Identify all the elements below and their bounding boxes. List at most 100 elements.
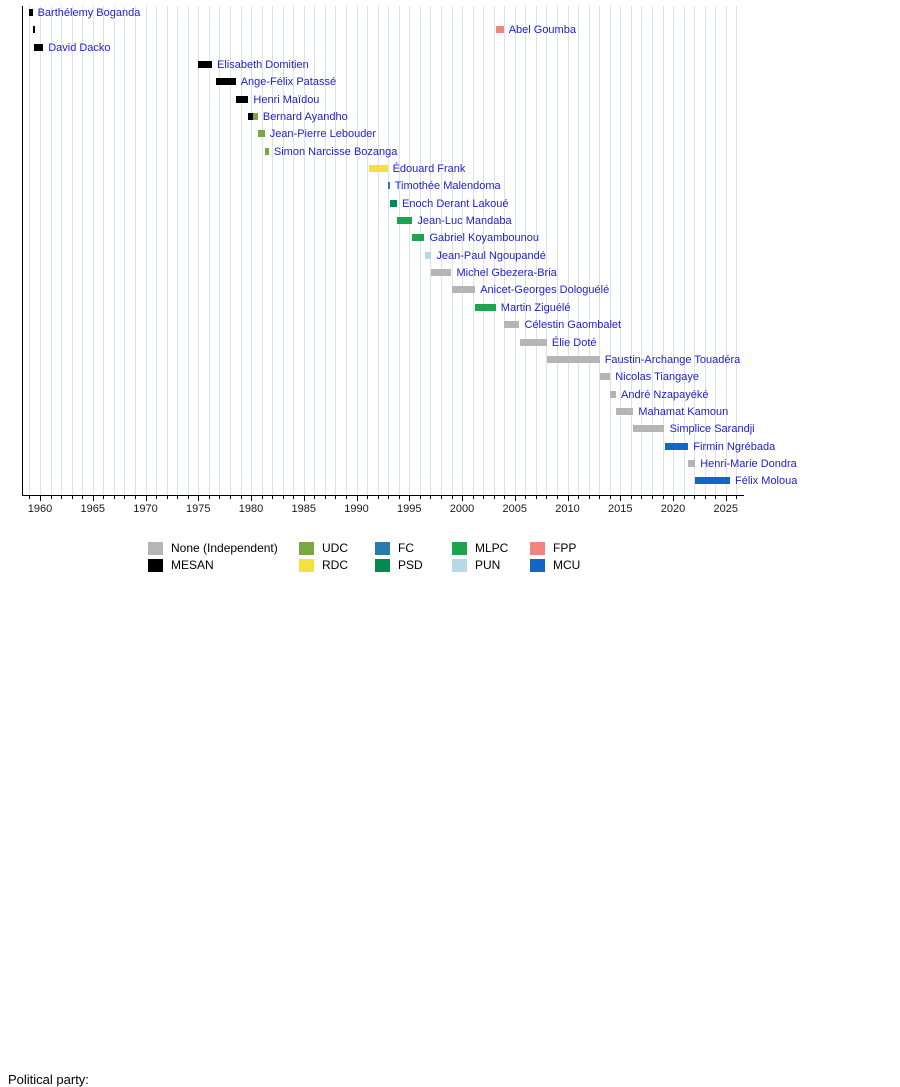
axis-minor-tick (124, 495, 126, 499)
gridline (346, 6, 347, 495)
axis-major-tick (567, 495, 569, 501)
axis-minor-tick (472, 495, 474, 499)
gridline (715, 6, 717, 495)
gridline (187, 6, 189, 495)
person-label[interactable]: Nicolas Tiangaye (615, 371, 699, 384)
gridline (736, 6, 738, 495)
timeline-chart: 1960 1965 1970 1975 1980 1985 1990 1995 2000 2005… (0, 0, 900, 530)
y-axis-line (22, 6, 23, 495)
axis-minor-tick (377, 495, 379, 499)
person-label[interactable]: Gabriel Koyambounou (429, 232, 539, 245)
gridline (578, 6, 580, 495)
axis-minor-tick (134, 495, 136, 499)
person-label[interactable]: Henri Maïdou (253, 93, 320, 106)
gridline (609, 6, 611, 495)
gridline (398, 6, 400, 495)
person-label[interactable]: Simon Narcisse Bozanga (273, 145, 398, 158)
gridline (134, 6, 136, 495)
person-label[interactable]: Célestin Gaombalet (524, 319, 622, 332)
axis-minor-tick (609, 495, 611, 499)
axis-major-tick (462, 495, 463, 501)
axis-tick-label: 2010 (555, 503, 580, 515)
gridline (103, 6, 105, 495)
axis-minor-tick (324, 495, 326, 499)
term-bar (503, 321, 520, 329)
axis-minor-tick (388, 495, 390, 499)
axis-minor-tick (29, 495, 31, 499)
gridline (409, 6, 411, 495)
person-label[interactable]: Henri-Marie Dondra (700, 457, 797, 470)
person-label[interactable]: Elisabeth Domitien (217, 59, 309, 71)
term-bar (28, 9, 33, 16)
axis-major-tick (409, 495, 411, 501)
person-label[interactable]: David Dacko (48, 41, 111, 54)
term-bar (695, 477, 730, 485)
person-label[interactable]: Faustin-Archange Touadéra (604, 353, 741, 366)
gridline (588, 6, 590, 495)
gridline (293, 6, 295, 495)
person-label[interactable]: Michel Gbezera-Bria (456, 267, 557, 280)
legend-label-rdc: RDC (322, 558, 348, 572)
term-bar (451, 286, 476, 294)
gridline (514, 6, 516, 495)
axis-tick-label: 1995 (397, 503, 422, 515)
person-label[interactable]: Simplice Sarandji (669, 423, 755, 436)
gridline (704, 6, 706, 495)
axis-minor-tick (50, 495, 52, 499)
axis-minor-tick (61, 495, 63, 499)
person-label[interactable]: Anicet-Georges Dologuélé (480, 284, 610, 297)
legend-label-mesan: MESAN (171, 558, 214, 572)
axis-tick-label: 1960 (27, 503, 53, 515)
person-label[interactable]: Jean-Luc Mandaba (417, 215, 512, 228)
axis-tick-label: 2015 (608, 503, 633, 515)
axis-major-tick (198, 495, 200, 501)
legend-swatch-psd (375, 559, 390, 572)
axis-minor-tick (525, 495, 527, 499)
axis-minor-tick (493, 495, 495, 499)
term-bar (216, 78, 236, 86)
term-bar (397, 217, 413, 225)
gridline (156, 6, 158, 495)
person-label[interactable]: Jean-Paul Ngoupandé (436, 249, 546, 262)
person-label[interactable]: Martin Ziguélé (500, 301, 571, 314)
axis-tick-label: 1985 (291, 503, 317, 515)
axis-minor-tick (419, 495, 421, 499)
term-bar (633, 425, 665, 433)
gridline (451, 6, 453, 495)
person-label[interactable]: Mahamat Kamoun (638, 405, 729, 418)
person-label[interactable]: Bernard Ayandho (262, 111, 348, 123)
gridline (377, 6, 379, 495)
gridline (303, 6, 305, 495)
gridline (599, 6, 601, 495)
person-label[interactable]: Élie Doté (551, 336, 597, 349)
gridline (61, 6, 63, 495)
gridline (546, 6, 548, 495)
person-label[interactable]: Félix Moloua (735, 475, 798, 488)
person-label[interactable]: Abel Goumba (508, 24, 576, 37)
axis-major-tick (356, 495, 358, 501)
person-label[interactable]: Édouard Frank (392, 163, 466, 176)
axis-tick-label: 1965 (80, 503, 106, 515)
person-label[interactable]: André Nzapayéké (621, 388, 709, 401)
legend-swatch-fc (375, 542, 390, 555)
axis-minor-tick (588, 495, 590, 499)
axis-minor-tick (440, 495, 442, 499)
person-label[interactable]: Timothée Malendoma (394, 180, 501, 193)
axis-minor-tick (451, 495, 453, 499)
person-label[interactable]: Ange-Félix Patassé (240, 76, 337, 89)
person-label[interactable]: Enoch Derant Lakoué (402, 197, 509, 210)
gridline (367, 6, 369, 495)
axis-minor-tick (346, 495, 347, 499)
party-legend: Political party: None (Independent) MESAN… (0, 530, 900, 1087)
axis-minor-tick (662, 495, 664, 499)
gridline (462, 6, 463, 495)
person-label[interactable]: Barthélemy Boganda (37, 7, 141, 19)
person-label[interactable]: Jean-Pierre Lebouder (269, 128, 377, 141)
term-bar (412, 234, 425, 242)
person-label[interactable]: Firmin Ngrébada (693, 440, 776, 453)
gridline (251, 6, 252, 495)
axis-minor-tick (314, 495, 316, 499)
axis-minor-tick (113, 495, 115, 499)
gridline (282, 6, 284, 495)
axis-tick-label: 2025 (713, 503, 739, 515)
